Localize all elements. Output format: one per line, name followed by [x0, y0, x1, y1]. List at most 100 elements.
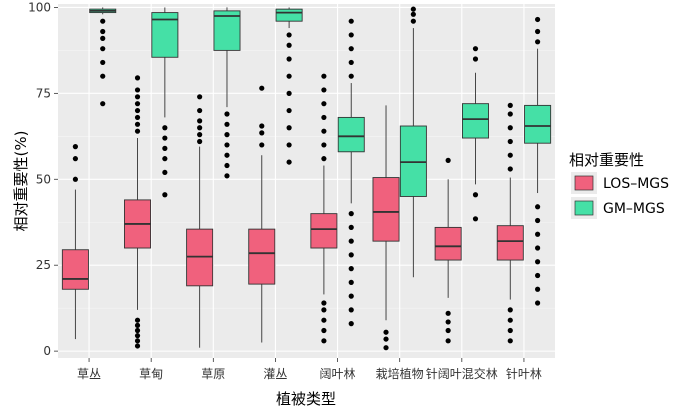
box-0-1 — [124, 75, 152, 349]
outlier-point — [134, 317, 141, 323]
legend-item-gm: GM–MGS — [571, 197, 665, 219]
series-0 — [61, 73, 524, 351]
outlier-point — [410, 18, 416, 24]
box-body — [213, 10, 241, 51]
outlier-point — [286, 142, 292, 148]
box-body — [461, 103, 489, 139]
outlier-point — [134, 333, 141, 339]
box-body — [434, 226, 462, 261]
x-tick-label: 栽培植物 — [376, 366, 424, 381]
outlier-point — [197, 138, 203, 145]
outlier-point — [321, 317, 327, 323]
x-tick-label: 灌丛 — [263, 367, 287, 381]
outlier-point — [445, 157, 451, 163]
legend-key-los — [574, 175, 594, 191]
outlier-point — [445, 310, 451, 316]
outlier-point — [507, 152, 513, 158]
outlier-point — [224, 121, 230, 127]
x-tick-label: 草丛 — [77, 367, 101, 381]
box-1-4 — [337, 18, 365, 327]
outlier-point — [321, 101, 327, 107]
outlier-point — [348, 321, 354, 327]
outlier-point — [224, 111, 230, 117]
legend: 相对重要性 LOS–MGS GM–MGS — [569, 151, 669, 219]
outlier-point — [134, 87, 141, 93]
x-axis-title: 植被类型 — [276, 390, 336, 408]
outlier-point — [162, 169, 168, 176]
outlier-point — [535, 286, 541, 292]
outlier-point — [134, 338, 141, 344]
outlier-point — [286, 107, 292, 114]
outlier-point — [286, 56, 292, 62]
outlier-point — [259, 123, 265, 129]
box-0-5 — [372, 105, 400, 351]
x-tick-label: 草原 — [201, 367, 225, 381]
outlier-point — [348, 18, 354, 24]
outlier-point — [321, 327, 327, 334]
outlier-point — [535, 272, 541, 279]
box-0-2 — [186, 94, 214, 348]
outlier-point — [134, 94, 141, 100]
box-body — [248, 228, 276, 285]
outlier-point — [134, 75, 141, 81]
legend-item-los: LOS–MGS — [571, 172, 669, 194]
legend-label-los: LOS–MGS — [603, 176, 669, 192]
grid-lines — [58, 4, 555, 358]
outlier-point — [472, 56, 479, 62]
box-body — [275, 8, 303, 22]
outlier-point — [100, 18, 106, 24]
box-series — [61, 6, 552, 351]
box-body — [337, 116, 365, 153]
series-1 — [89, 6, 552, 327]
outlier-point — [259, 85, 265, 91]
outlier-point — [535, 28, 541, 35]
outlier-point — [321, 114, 327, 121]
outlier-point — [224, 162, 230, 169]
outlier-point — [535, 259, 541, 265]
box-1-7 — [524, 16, 552, 306]
box-body — [372, 177, 400, 242]
box-1-1 — [151, 7, 179, 198]
legend-key-gm — [574, 200, 594, 216]
x-tick-label: 针叶林 — [506, 366, 542, 381]
outlier-point — [535, 217, 541, 224]
outlier-point — [321, 142, 327, 148]
outlier-point — [321, 73, 327, 79]
outlier-point — [286, 125, 292, 131]
x-tick-label: 阔叶林 — [320, 367, 356, 381]
outlier-point — [348, 307, 354, 313]
outlier-point — [535, 204, 541, 210]
outlier-point — [348, 32, 354, 38]
outlier-point — [72, 176, 78, 182]
outlier-point — [507, 338, 513, 344]
outlier-point — [162, 156, 168, 162]
outlier-point — [348, 279, 354, 285]
outlier-point — [507, 307, 513, 313]
outlier-point — [224, 173, 230, 179]
outlier-point — [100, 46, 106, 52]
outlier-point — [162, 192, 168, 198]
outlier-point — [535, 300, 541, 306]
outlier-point — [507, 111, 513, 117]
legend-title: 相对重要性 — [569, 151, 644, 169]
outlier-point — [535, 39, 541, 45]
outlier-point — [348, 59, 354, 66]
outlier-point — [348, 238, 354, 244]
outlier-point — [134, 128, 141, 134]
outlier-point — [507, 327, 513, 334]
outlier-point — [162, 145, 168, 151]
outlier-point — [321, 128, 327, 134]
y-tick-label: 25 — [36, 258, 51, 272]
outlier-point — [321, 338, 327, 344]
outlier-point — [286, 73, 292, 79]
box-body — [61, 249, 89, 290]
outlier-point — [134, 343, 141, 349]
outlier-point — [472, 46, 479, 52]
y-tick-label: 100 — [28, 0, 51, 14]
y-tick-label: 0 — [43, 344, 51, 358]
outlier-point — [100, 59, 106, 66]
y-axis-title: 相对重要性(%) — [12, 131, 30, 232]
outlier-point — [134, 327, 141, 334]
outlier-point — [134, 107, 141, 114]
